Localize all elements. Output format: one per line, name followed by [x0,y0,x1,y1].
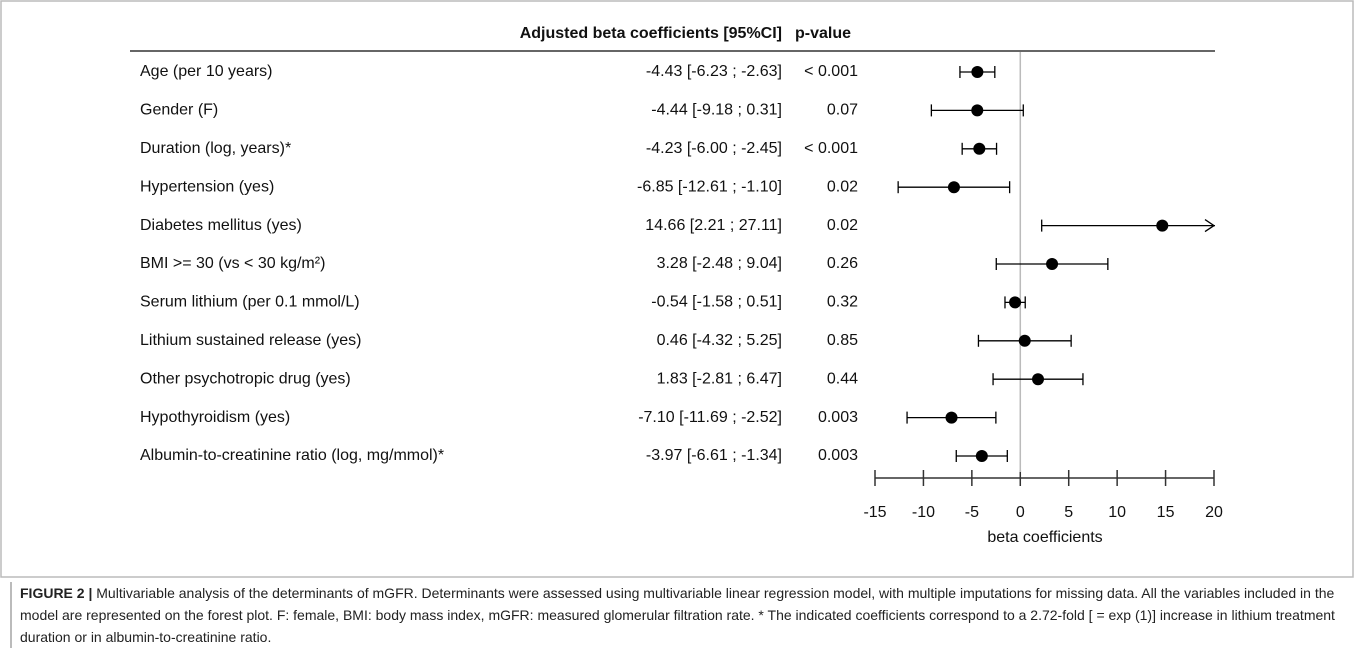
point-estimate [1156,219,1169,232]
row-label: Serum lithium (per 0.1 mmol/L) [140,294,360,311]
row-label: Gender (F) [140,102,218,119]
ci-label: 3.28 [-2.48 ; 9.04] [657,255,782,272]
caption-text: Multivariable analysis of the determinan… [20,585,1335,645]
header-coef: Adjusted beta coefficients [95%CI] [520,25,782,42]
frame [0,0,1354,578]
p-value: 0.44 [827,370,858,387]
ci-label: 14.66 [2.21 ; 27.11] [645,217,782,234]
point-estimate [947,181,960,194]
row-label: Albumin-to-creatinine ratio (log, mg/mmo… [140,447,444,464]
row-label: Duration (log, years)* [140,140,291,157]
point-estimate [1046,258,1059,270]
plot-area [897,66,1215,462]
chart: Adjusted beta coefficients [95%CI] p-val… [0,0,1354,578]
header-p: p-value [795,25,851,42]
p-value: 0.85 [827,332,858,349]
p-value: 0.02 [827,178,858,195]
ci-label: -4.23 [-6.00 ; -2.45] [646,140,782,157]
row-label: Other psychotropic drug (yes) [140,370,351,387]
x-tick-label: 0 [1016,504,1025,521]
point-estimate [1032,373,1045,386]
row-label: Hypothyroidism (yes) [140,409,290,426]
p-value: < 0.001 [804,140,858,157]
p-value: < 0.001 [804,63,858,80]
ci-label: -0.54 [-1.58 ; 0.51] [651,294,782,311]
row-label: Diabetes mellitus (yes) [140,217,302,234]
ci-label: -4.43 [-6.23 ; -2.63] [646,63,782,80]
x-tick-label: -10 [912,504,935,521]
ci-label: 0.46 [-4.32 ; 5.25] [657,332,782,349]
x-tick-label: 5 [1064,504,1073,521]
row-label: Age (per 10 years) [140,63,273,80]
row-label: Lithium sustained release (yes) [140,332,361,349]
point-estimate [973,142,986,155]
point-estimate [971,104,984,117]
x-tick-label: 15 [1157,504,1175,521]
p-value: 0.003 [818,409,858,426]
point-estimate [975,450,988,462]
ci-label: -4.44 [-9.18 ; 0.31] [651,102,782,119]
caption: FIGURE 2 | Multivariable analysis of the… [10,582,1350,648]
x-tick-label: 10 [1108,504,1126,521]
x-tick-label: 20 [1205,504,1223,521]
p-value: 0.003 [818,447,858,464]
row-label: BMI >= 30 (vs < 30 kg/m²) [140,255,325,272]
x-axis-title: beta coefficients [987,529,1102,546]
x-tick-label: -5 [965,504,979,521]
ci-label: -7.10 [-11.69 ; -2.52] [638,409,782,426]
point-estimate [971,66,984,78]
p-value: 0.32 [827,294,858,311]
p-value: 0.07 [827,102,858,119]
point-estimate [1009,296,1022,309]
caption-label: FIGURE 2 | [20,585,93,601]
x-tick-label: -15 [863,504,886,521]
point-estimate [945,411,958,424]
point-estimate [1018,334,1031,347]
p-value: 0.02 [827,217,858,234]
row-label: Hypertension (yes) [140,178,274,195]
ci-label: -3.97 [-6.61 ; -1.34] [646,447,782,464]
p-value: 0.26 [827,255,858,272]
ci-label: 1.83 [-2.81 ; 6.47] [657,370,782,387]
ci-arrow [1204,219,1216,233]
ci-label: -6.85 [-12.61 ; -1.10] [637,178,782,195]
